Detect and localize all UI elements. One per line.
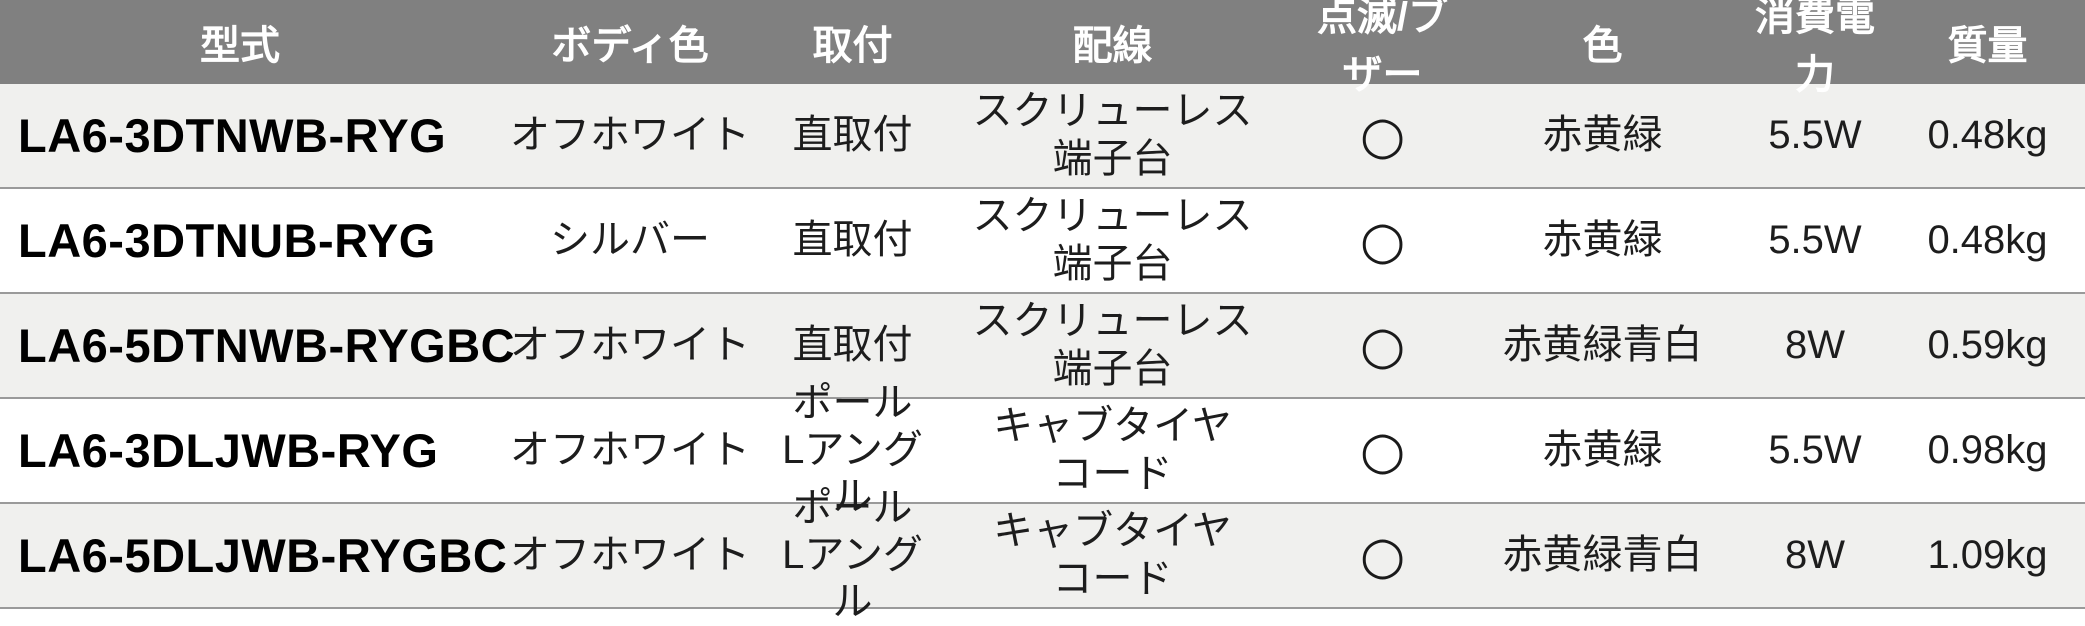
cell-body-color: オフホワイト [510, 532, 750, 577]
col-header-body-color: ボディ色 [551, 24, 709, 68]
cell-wiring: スクリューレス 端子台 [972, 194, 1253, 286]
cell-mounting: 直取付 [792, 322, 913, 367]
cell-blink-buzzer circle-mark: ○ [1359, 420, 1406, 481]
cell-blink-buzzer circle-mark: ○ [1359, 315, 1406, 376]
cell-power: 8W [1785, 532, 1845, 577]
col-header-model: 型式 [200, 24, 280, 68]
table-body: LA6-3DTNWB-RYG オフホワイト 直取付 スクリューレス 端子台 ○ … [0, 84, 2085, 624]
cell-led-colors: 赤黄緑 [1542, 217, 1663, 262]
cell-wiring: キャブタイヤ コード [993, 509, 1232, 601]
table-row: LA6-3DTNUB-RYG シルバー 直取付 スクリューレス 端子台 ○ 赤黄… [0, 189, 2085, 294]
table-row: LA6-5DTNWB-RYGBC オフホワイト 直取付 スクリューレス 端子台 … [0, 294, 2085, 399]
cell-model: LA6-5DTNWB-RYGBC [18, 318, 516, 372]
cell-mass: 0.59kg [1927, 322, 2048, 367]
col-header-mass: 質量 [1947, 24, 2028, 68]
cell-wiring: スクリューレス 端子台 [972, 299, 1253, 391]
table-row: LA6-3DTNWB-RYG オフホワイト 直取付 スクリューレス 端子台 ○ … [0, 84, 2085, 189]
table-row: LA6-3DLJWB-RYG オフホワイト ポール Lアングル キャブタイヤ コ… [0, 381, 2085, 519]
cell-power: 5.5W [1768, 217, 1862, 262]
col-header-mounting: 取付 [812, 24, 893, 68]
cell-blink-buzzer circle-mark: ○ [1359, 210, 1406, 271]
cell-body-color: シルバー [550, 217, 710, 262]
col-header-led-colors: 色 [1582, 24, 1623, 68]
cell-body-color: オフホワイト [510, 322, 750, 367]
table-header-row: 型式 ボディ色 取付 配線 点滅/ブザー 色 消費電力 質量 [0, 0, 2085, 97]
cell-model: LA6-3DLJWB-RYG [18, 423, 439, 477]
cell-model: LA6-3DTNWB-RYG [18, 108, 447, 162]
cell-mounting: 直取付 [792, 217, 913, 262]
cell-led-colors: 赤黄緑 [1542, 427, 1663, 472]
cell-led-colors: 赤黄緑 [1542, 112, 1663, 157]
cell-body-color: オフホワイト [510, 112, 750, 157]
cell-power: 5.5W [1768, 427, 1862, 472]
cell-mounting: ポール Lアングル [782, 380, 923, 520]
cell-power: 5.5W [1768, 112, 1862, 157]
cell-led-colors: 赤黄緑青白 [1502, 322, 1703, 367]
cell-mass: 0.98kg [1927, 427, 2048, 472]
cell-led-colors: 赤黄緑青白 [1502, 532, 1703, 577]
col-header-blink-buzzer: 点滅/ブザー [1316, 0, 1449, 97]
cell-mass: 1.09kg [1927, 532, 2048, 577]
col-header-power: 消費電力 [1755, 0, 1875, 97]
table-row: LA6-5DLJWB-RYGBC オフホワイト ポール Lアングル キャブタイヤ… [0, 486, 2085, 624]
cell-power: 8W [1785, 322, 1845, 367]
cell-mass: 0.48kg [1927, 217, 2048, 262]
cell-model: LA6-5DLJWB-RYGBC [18, 528, 508, 582]
cell-blink-buzzer circle-mark: ○ [1359, 105, 1406, 166]
cell-mounting: ポール Lアングル [782, 485, 923, 625]
cell-blink-buzzer circle-mark: ○ [1359, 525, 1406, 586]
cell-model: LA6-3DTNUB-RYG [18, 213, 436, 267]
cell-wiring: キャブタイヤ コード [993, 404, 1232, 496]
col-header-wiring: 配線 [1072, 24, 1153, 68]
cell-mounting: 直取付 [792, 112, 913, 157]
cell-mass: 0.48kg [1927, 112, 2048, 157]
cell-body-color: オフホワイト [510, 427, 750, 472]
cell-wiring: スクリューレス 端子台 [972, 89, 1253, 181]
